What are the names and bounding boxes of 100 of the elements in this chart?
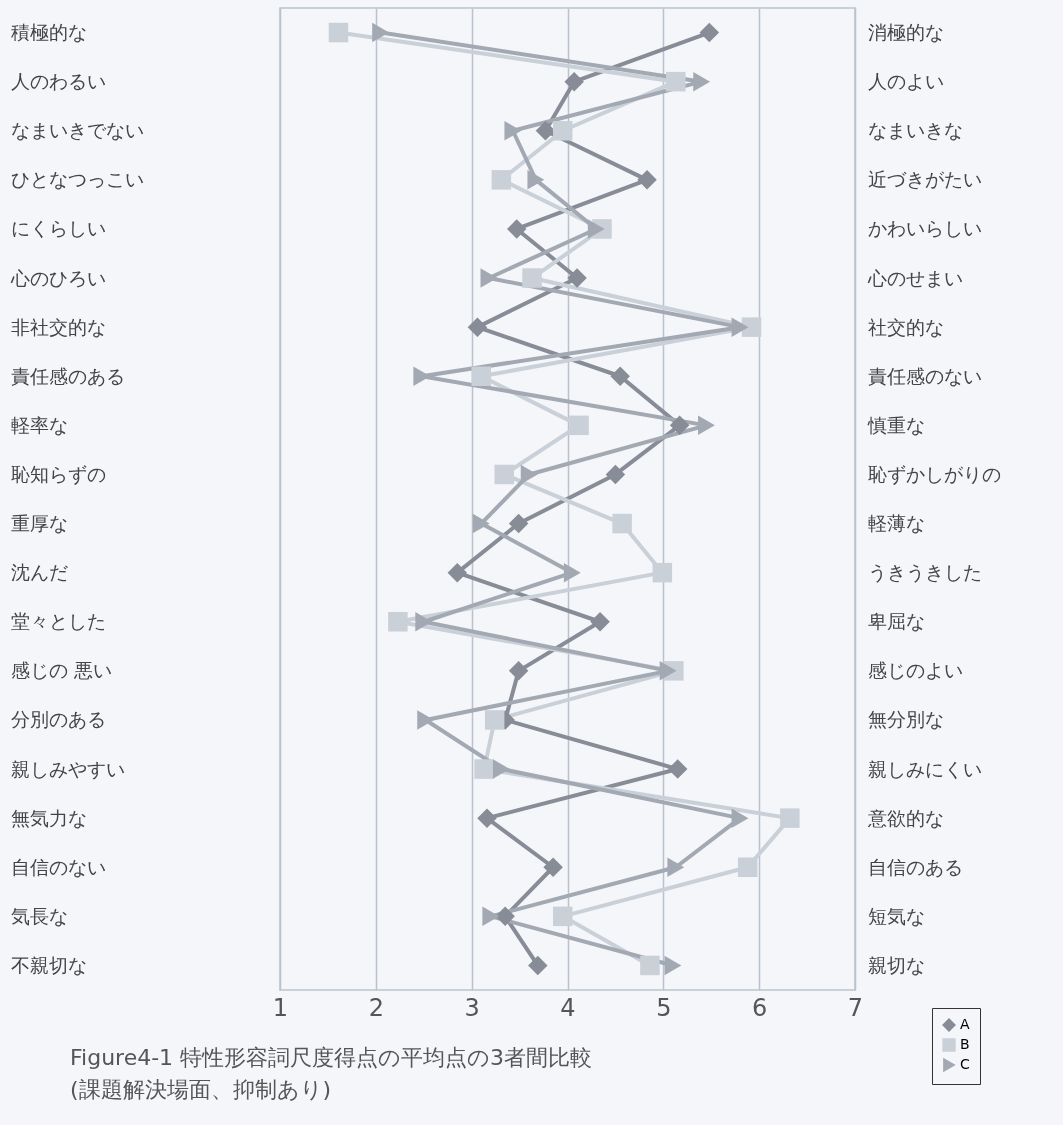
y2-tick-label: 人のよい: [867, 70, 944, 93]
y-tick-label: ひとなつっこい: [10, 168, 144, 191]
point: [699, 22, 720, 43]
x-tick-label: 5: [656, 993, 672, 1022]
y-tick-label: にくらしい: [10, 217, 106, 240]
y-tick-label: 非社交的な: [10, 315, 106, 338]
y-tick-label: 沈んだ: [10, 561, 68, 584]
point: [669, 415, 690, 436]
point: [494, 464, 514, 485]
point: [506, 219, 527, 239]
point: [590, 612, 610, 632]
y2-tick-label: 感じのよい: [867, 659, 963, 682]
y2-tick-label: 自信のある: [867, 855, 963, 878]
y2-tick-label: 心のせまい: [866, 266, 963, 289]
point: [741, 317, 762, 337]
y-tick-label: 無気力な: [10, 806, 87, 829]
point: [652, 562, 673, 583]
point: [388, 612, 408, 632]
y2-tick-label: 親切な: [867, 953, 925, 976]
y-tick-label: 自信のない: [10, 855, 106, 878]
point: [484, 710, 505, 730]
point: [693, 71, 711, 92]
y2-tick-label: 消極的な: [867, 21, 944, 44]
legend-label: A: [960, 1016, 970, 1032]
y2-tick-label: 軽薄な: [867, 512, 925, 535]
point: [474, 759, 494, 779]
y-tick-label: 恥知らずの: [10, 462, 106, 485]
y-tick-label: 責任感のある: [10, 364, 125, 387]
point: [482, 906, 500, 927]
legend-label: B: [960, 1036, 970, 1052]
point: [522, 268, 542, 288]
point: [780, 808, 800, 828]
point: [569, 415, 589, 436]
y-tick-label: 気長な: [10, 904, 68, 927]
y-tick-label: なまいきでない: [10, 119, 144, 142]
y2-tick-label: 恥ずかしがりの: [867, 462, 1001, 485]
point: [605, 464, 626, 485]
y-tick-label: 不親切な: [10, 953, 87, 976]
point: [467, 317, 488, 337]
point: [491, 170, 512, 190]
text: (課題解決場面、抑制あり): [70, 1077, 332, 1102]
point: [480, 268, 498, 288]
point: [528, 955, 548, 976]
x-tick-label: 2: [368, 993, 384, 1022]
point: [471, 366, 491, 386]
point: [698, 415, 715, 436]
y2-tick-label: 慎重な: [866, 413, 925, 436]
point: [664, 955, 682, 976]
y-tick-label: 積極的な: [10, 21, 87, 44]
y-tick-label: 感じの 悪い: [10, 659, 112, 682]
point: [731, 808, 749, 828]
point: [567, 268, 587, 288]
x-tick-label: 3: [464, 993, 480, 1022]
point: [543, 857, 563, 877]
point: [659, 661, 677, 681]
point: [737, 857, 758, 877]
y2-tick-label: 意欲的な: [866, 806, 944, 829]
y2-tick-label: かわいらしい: [867, 217, 982, 240]
point: [447, 562, 468, 583]
x-tick-label: 6: [752, 993, 768, 1022]
point: [417, 710, 435, 730]
point: [535, 121, 556, 141]
x-tick-label: 1: [272, 993, 289, 1022]
y2-tick-label: 短気な: [867, 904, 925, 927]
y2-tick-label: 卑屈な: [867, 610, 925, 633]
point: [495, 906, 515, 927]
point: [372, 22, 390, 43]
point: [552, 121, 573, 141]
point: [504, 121, 522, 141]
point: [552, 906, 573, 927]
point: [520, 464, 538, 485]
text: Figure4-1 特性形容詞尺度得点の平均点の3者間比較: [70, 1045, 593, 1070]
point: [328, 22, 349, 43]
point: [666, 71, 686, 92]
legend-label: C: [960, 1056, 970, 1072]
y-tick-label: 堂々とした: [10, 610, 106, 633]
y-tick-label: 軽率な: [10, 413, 68, 436]
point: [564, 71, 584, 92]
y2-tick-label: うきうきした: [867, 561, 982, 584]
point: [731, 317, 749, 337]
point: [610, 366, 630, 386]
point: [508, 513, 529, 534]
point: [587, 219, 605, 239]
point: [477, 808, 497, 828]
y-tick-label: 人のわるい: [10, 70, 106, 93]
y2-tick-label: 近づきがたい: [867, 168, 982, 191]
point: [563, 562, 581, 583]
y2-tick-label: 無分別な: [867, 708, 944, 731]
x-tick-label: 4: [560, 993, 576, 1022]
point: [415, 612, 433, 632]
y-tick-label: 分別のある: [10, 708, 106, 731]
point: [527, 170, 545, 190]
y2-tick-label: 親しみにくい: [867, 757, 982, 780]
y-tick-label: 親しみやすい: [10, 757, 125, 780]
point: [508, 661, 529, 681]
point: [667, 857, 685, 877]
point: [492, 759, 510, 779]
y2-tick-label: 責任感のない: [867, 364, 982, 387]
y-tick-label: 心のひろい: [9, 266, 106, 289]
y2-tick-label: なまいきな: [867, 119, 963, 142]
